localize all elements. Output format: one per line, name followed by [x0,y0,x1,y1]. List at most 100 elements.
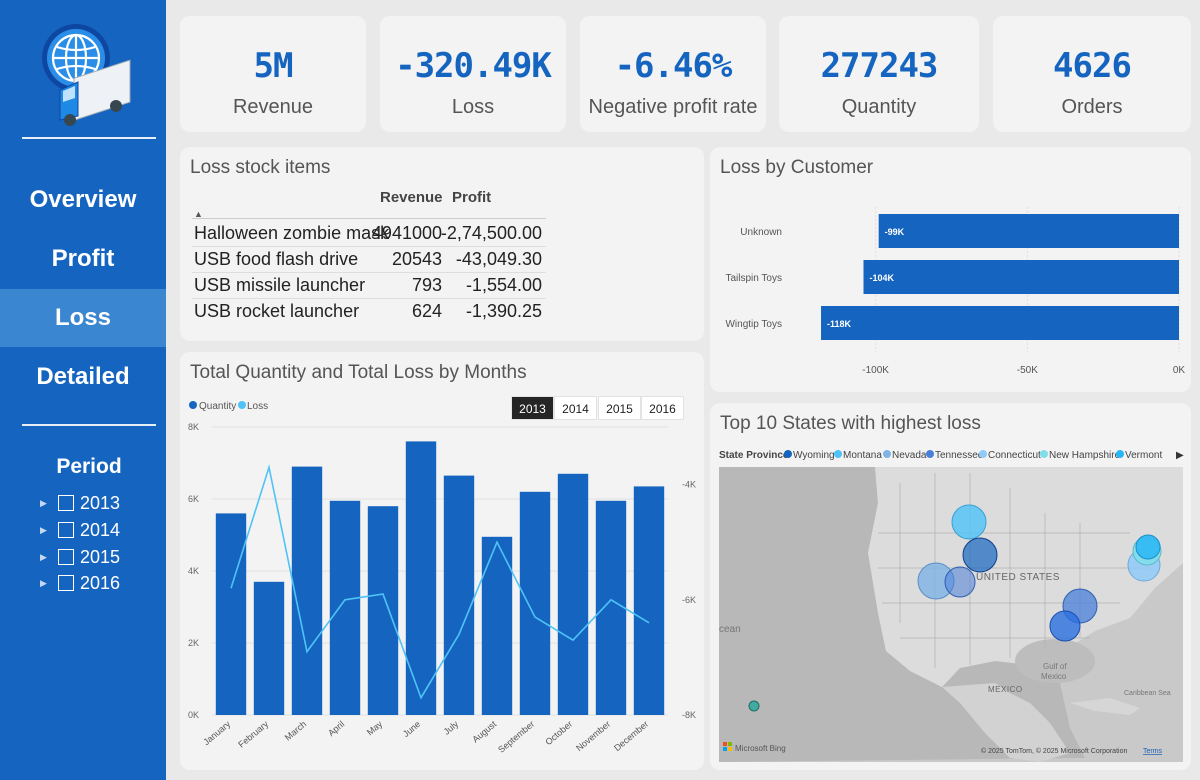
x-tick-label: August [470,719,498,745]
nav-overview[interactable]: Overview [29,186,137,213]
x-tick-label: 0K [1173,365,1186,376]
year-button-2013[interactable]: 2013 [511,396,554,420]
table-row[interactable]: USB food flash drive 20543 -43,049.30 [192,247,546,273]
legend-dot-icon [1040,450,1048,458]
quantity-bar [253,581,285,715]
quantity-bar [519,491,551,715]
kpi-label: Loss [451,96,495,118]
x-tick-label: March [283,719,309,743]
nav-loss[interactable]: Loss [0,289,166,347]
y-left-tick-label: 6K [188,494,199,504]
map-bubble[interactable] [748,700,760,712]
y-left-tick-label: 4K [188,566,199,576]
expand-triangle-icon[interactable]: ▶ [40,524,47,535]
kpi-value: 4626 [1053,46,1132,86]
nav-detailed[interactable]: Detailed [36,363,130,390]
legend-label: Wyoming [793,450,835,461]
customer-bar [863,260,1179,294]
legend-loss-icon [238,401,246,409]
x-tick-label: October [543,719,574,747]
kpi-negative-profit-rate-card: -6.46% Negative profit rate [580,16,766,132]
sidebar-divider [22,424,156,426]
table-row[interactable]: Halloween zombie mask 4941000 -2,74,500.… [192,221,546,247]
legend-dot-icon [883,450,891,458]
sort-ascending-icon[interactable]: ▲ [194,209,203,219]
legend-next-arrow-icon[interactable]: ▶ [1176,450,1184,461]
map-bubble-vermont[interactable] [1135,534,1161,560]
quantity-bar [633,486,665,715]
legend-label: Vermont [1125,450,1162,461]
checkbox[interactable] [58,549,74,565]
table-row[interactable]: USB missile launcher 793 -1,554.00 [192,273,546,299]
map-label-gulf: Gulf of [1043,662,1067,671]
checkbox[interactable] [58,522,74,538]
legend-dot-icon [979,450,987,458]
legend-dot-icon [834,450,842,458]
x-tick-label: November [574,719,612,753]
period-item-2014[interactable]: ▶ 2014 [40,518,120,542]
cell-item: Halloween zombie mask [194,223,390,243]
kpi-label: Orders [1061,96,1123,118]
table-row[interactable]: USB rocket launcher 624 -1,390.25 [192,299,546,325]
kpi-label: Quantity [841,96,917,118]
map-terms-link[interactable]: Terms [1143,748,1163,755]
quantity-bar [291,466,323,715]
nav-profit[interactable]: Profit [51,245,115,272]
quantity-bar [405,441,437,715]
map-label-caribbean: Caribbean Sea [1124,690,1171,697]
expand-triangle-icon[interactable]: ▶ [40,551,47,562]
map-bubble-montana[interactable] [951,504,987,540]
x-tick-label: May [365,719,385,738]
year-button-2015[interactable]: 2015 [598,396,641,420]
period-item-2015[interactable]: ▶ 2015 [40,545,120,569]
checkbox[interactable] [58,575,74,591]
cell-profit: -1,390.25 [465,301,542,321]
map-bubble[interactable] [944,566,976,598]
card-title: Top 10 States with highest loss [720,413,981,434]
kpi-value: 5M [253,46,294,86]
bar-data-label: -99K [885,227,905,237]
map-legend: Wyoming Montana Nevada Tennessee Connect… [784,450,1162,461]
map-label-country: UNITED STATES [976,572,1060,583]
x-tick-label: April [326,719,346,738]
period-item-2013[interactable]: ▶ 2013 [40,491,120,515]
legend-label: Montana [843,450,882,461]
legend-label: Tennessee [935,450,984,461]
expand-triangle-icon[interactable]: ▶ [40,577,47,588]
column-header-profit[interactable]: Profit [452,189,492,206]
customer-bar [821,306,1179,340]
map-area[interactable]: UNITED STATES Gulf of Mexico MEXICO cean… [719,467,1183,762]
legend-loss-label: Loss [247,401,268,412]
x-tick-label: July [442,719,461,737]
expand-triangle-icon[interactable]: ▶ [40,497,47,508]
year-button-2014[interactable]: 2014 [554,396,597,420]
legend-title: State Province [719,450,789,461]
states-map-card: Top 10 States with highest loss State Pr… [710,403,1191,770]
y-tick-label: Unknown [740,227,782,238]
x-tick-label: February [236,719,270,750]
cell-profit: -43,049.30 [455,249,542,269]
bar-data-label: -104K [870,273,895,283]
kpi-value: -6.46% [614,46,733,86]
period-year-label: 2013 [80,492,121,513]
legend-dot-icon [926,450,934,458]
year-button-2016[interactable]: 2016 [641,396,684,420]
quantity-bar [443,475,475,715]
states-map[interactable]: State Province Wyoming Montana Nevada Te… [710,403,1191,770]
checkbox[interactable] [58,495,74,511]
quantity-bar [367,506,399,715]
y-right-tick-label: -8K [682,710,696,720]
map-copyright: © 2025 TomTom, © 2025 Microsoft Corporat… [981,747,1127,755]
column-header-revenue[interactable]: Revenue [380,189,443,206]
kpi-revenue-card: 5M Revenue [180,16,366,132]
x-tick-label: January [201,719,232,748]
period-item-2016[interactable]: ▶ 2016 [40,571,120,595]
x-tick-label: December [612,719,650,753]
kpi-label: Negative profit rate [588,96,758,118]
cell-revenue: 4941000 [371,223,442,243]
map-bubble[interactable] [1049,610,1081,642]
map-label-mexico: MEXICO [988,685,1023,694]
y-right-tick-label: -4K [682,480,696,490]
map-bing-label: Microsoft Bing [735,744,786,753]
map-bubble-wyoming[interactable] [962,537,998,573]
